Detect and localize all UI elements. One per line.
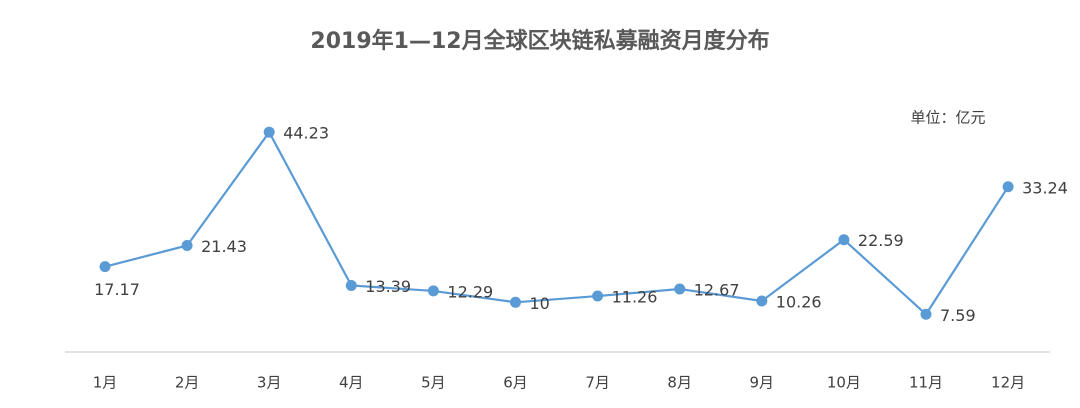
data-label: 7.59 [940,306,976,325]
x-tick-label: 9月 [750,374,775,392]
point [592,290,604,302]
data-label: 21.43 [201,237,247,256]
point [920,308,932,320]
point [510,296,521,308]
point [99,261,111,273]
x-tick-label: 8月 [667,374,692,392]
x-tick-label: 5月 [421,374,446,392]
x-tick-label: 10月 [827,374,861,392]
data-label: 44.23 [283,124,329,143]
data-label: 22.59 [858,231,904,250]
point [1002,181,1014,193]
x-tick-label: 11月 [909,374,943,392]
point [674,283,686,295]
data-label: 17.17 [94,280,140,299]
point [181,239,193,251]
data-label: 13.39 [365,277,411,296]
data-label: 10 [530,294,550,313]
unit-note: 单位：亿元 [910,109,985,127]
x-tick-label: 4月 [339,374,364,392]
x-tick-label: 3月 [257,374,282,392]
data-label: 10.26 [776,293,822,312]
x-tick-label: 2月 [175,374,200,392]
chart-title: 2019年1—12月全球区块链私募融资月度分布 [310,28,769,54]
data-label: 12.29 [447,282,493,301]
data-label: 11.26 [612,288,658,307]
point [263,126,275,138]
point [427,285,439,297]
x-tick-label: 7月 [585,374,610,392]
point [756,295,768,307]
line [104,130,1010,316]
x-tick-label: 12月 [991,374,1025,392]
x-tick-label: 6月 [503,374,528,392]
point [838,234,850,246]
data-label: 12.67 [694,281,740,300]
point [345,279,357,291]
x-tick-label: 1月 [93,374,118,392]
data-label: 33.24 [1022,178,1068,197]
